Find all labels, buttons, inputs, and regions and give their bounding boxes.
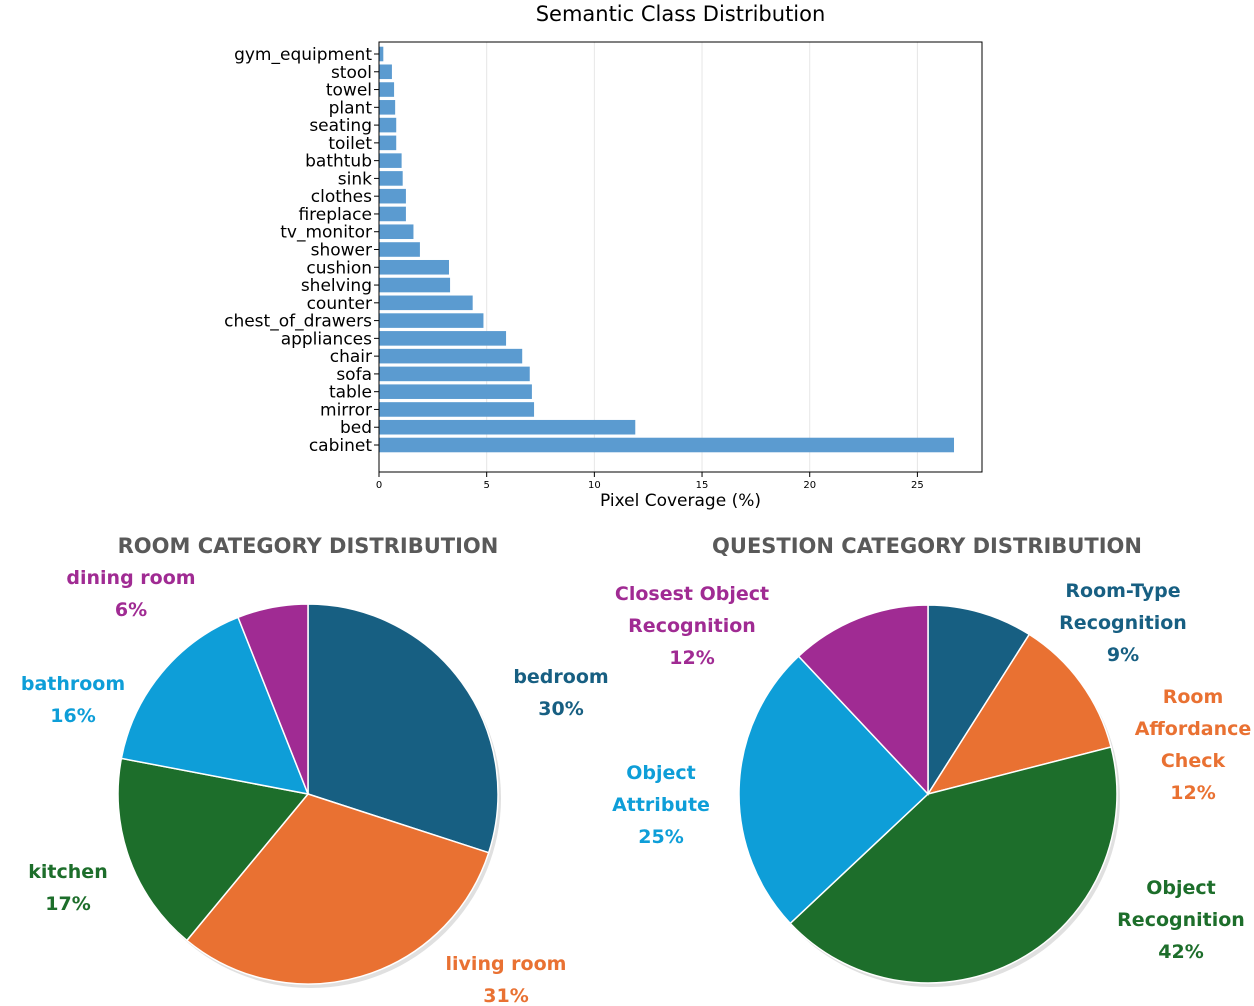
- pie-label: Recognition: [1059, 612, 1187, 634]
- pie-label: 42%: [1158, 941, 1203, 963]
- x-tick-label: 10: [588, 480, 601, 491]
- pie-slice: [926, 633, 1112, 796]
- y-tick-label: gym_equipment: [234, 45, 372, 65]
- bar-bathtub: [379, 153, 402, 168]
- pie-title: ROOM CATEGORY DISTRIBUTION: [118, 534, 499, 558]
- pie-slice: [789, 746, 1118, 984]
- pie-label: Room: [1163, 686, 1224, 708]
- bar-stool: [379, 64, 392, 80]
- pie-label: 17%: [45, 893, 90, 915]
- pie-label: 25%: [638, 826, 683, 848]
- bar-shelving: [379, 277, 451, 293]
- pie-label: 16%: [50, 705, 95, 727]
- pie-label: Affordance: [1135, 718, 1252, 740]
- pie-label: Recognition: [1117, 909, 1245, 931]
- y-tick-label: bed: [340, 418, 372, 438]
- y-tick-label: counter: [307, 294, 372, 314]
- y-tick-label: table: [329, 383, 372, 403]
- bar-sink: [379, 171, 403, 186]
- pie-label: 30%: [538, 698, 583, 720]
- y-tick-label: chair: [330, 347, 372, 367]
- x-tick-label: 0: [376, 480, 382, 491]
- y-tick-label: clothes: [311, 187, 372, 207]
- y-tick-label: cabinet: [309, 436, 373, 456]
- y-tick-label: appliances: [281, 329, 372, 349]
- bar-appliances: [379, 331, 507, 346]
- y-tick-label: shelving: [301, 276, 372, 296]
- y-tick-label: stool: [331, 63, 372, 83]
- y-tick-label: towel: [326, 81, 372, 101]
- bar-towel: [379, 82, 395, 97]
- bar-tv_monitor: [379, 224, 414, 240]
- bar-counter: [379, 295, 473, 311]
- y-tick-label: sink: [338, 169, 372, 189]
- y-tick-label: fireplace: [298, 205, 372, 225]
- x-axis-label: Pixel Coverage (%): [600, 491, 761, 511]
- y-tick-label: shower: [311, 241, 372, 261]
- y-tick-label: seating: [309, 116, 372, 136]
- x-tick-label: 15: [696, 480, 709, 491]
- pie-slice: [307, 603, 499, 854]
- y-tick-label: cushion: [306, 258, 372, 278]
- x-tick-label: 20: [803, 480, 816, 491]
- pie-label: dining room: [66, 567, 195, 589]
- pie-slice: [185, 793, 490, 985]
- y-tick-label: bathtub: [305, 152, 372, 172]
- x-tick-label: 5: [483, 480, 489, 491]
- pie-label: 12%: [669, 647, 714, 669]
- bar-shower: [379, 242, 420, 257]
- bar-clothes: [379, 188, 406, 204]
- pie-label: Room-Type: [1065, 580, 1180, 602]
- y-tick-label: plant: [329, 98, 373, 118]
- bar-chest_of_drawers: [379, 313, 484, 328]
- pie-label: Object: [1146, 877, 1216, 899]
- plot-frame: [378, 41, 983, 473]
- bar-gym_equipment: [379, 46, 384, 62]
- pie-label: Recognition: [628, 615, 756, 637]
- bar-chart-title: Semantic Class Distribution: [536, 2, 826, 26]
- y-tick-label: mirror: [320, 400, 372, 420]
- pie-label: Closest Object: [615, 583, 769, 605]
- y-tick-label: toilet: [328, 134, 372, 154]
- pie-label: Object: [626, 762, 696, 784]
- bar-table: [379, 384, 532, 399]
- bar-chart: Semantic Class Distribution 0 5 10 15 20 25 gym…: [224, 2, 983, 511]
- x-tick-label: 25: [911, 480, 924, 491]
- pie-label: 9%: [1107, 644, 1139, 666]
- pie-label: kitchen: [28, 861, 107, 883]
- y-tick-label: sofa: [336, 365, 372, 385]
- bar-bed: [379, 419, 636, 435]
- pie-slice: [120, 616, 310, 795]
- bar-plant: [379, 100, 396, 115]
- bar-cabinet: [379, 437, 955, 453]
- bar-cushion: [379, 259, 449, 275]
- pie-slice: [117, 757, 310, 942]
- pie-label: Check: [1161, 750, 1226, 772]
- room-pie-chart: ROOM CATEGORY DISTRIBUTION bedroom 30% livi…: [21, 534, 609, 1006]
- bar-sofa: [379, 366, 530, 382]
- bar-toilet: [379, 135, 397, 151]
- y-tick-label: chest_of_drawers: [224, 312, 372, 332]
- bar-chair: [379, 348, 523, 364]
- y-tick-label: tv_monitor: [280, 223, 372, 243]
- pie-slice: [738, 655, 930, 925]
- pie-slice: [927, 604, 1031, 797]
- bar-seating: [379, 117, 397, 133]
- pie-label: bathroom: [21, 673, 125, 695]
- question-pie-chart: QUESTION CATEGORY DISTRIBUTION Room-Type R…: [612, 534, 1251, 987]
- bar-fireplace: [379, 206, 406, 222]
- pie-label: 6%: [115, 599, 147, 621]
- pie-label: Attribute: [612, 794, 710, 816]
- pie-label: bedroom: [513, 666, 608, 688]
- pie-label: 12%: [1170, 782, 1215, 804]
- bar-mirror: [379, 402, 535, 417]
- pie-slice: [797, 604, 929, 796]
- pie-label: living room: [446, 953, 567, 975]
- pie-title: QUESTION CATEGORY DISTRIBUTION: [712, 534, 1142, 558]
- pie-label: 31%: [483, 985, 528, 1006]
- pie-slice: [237, 603, 309, 795]
